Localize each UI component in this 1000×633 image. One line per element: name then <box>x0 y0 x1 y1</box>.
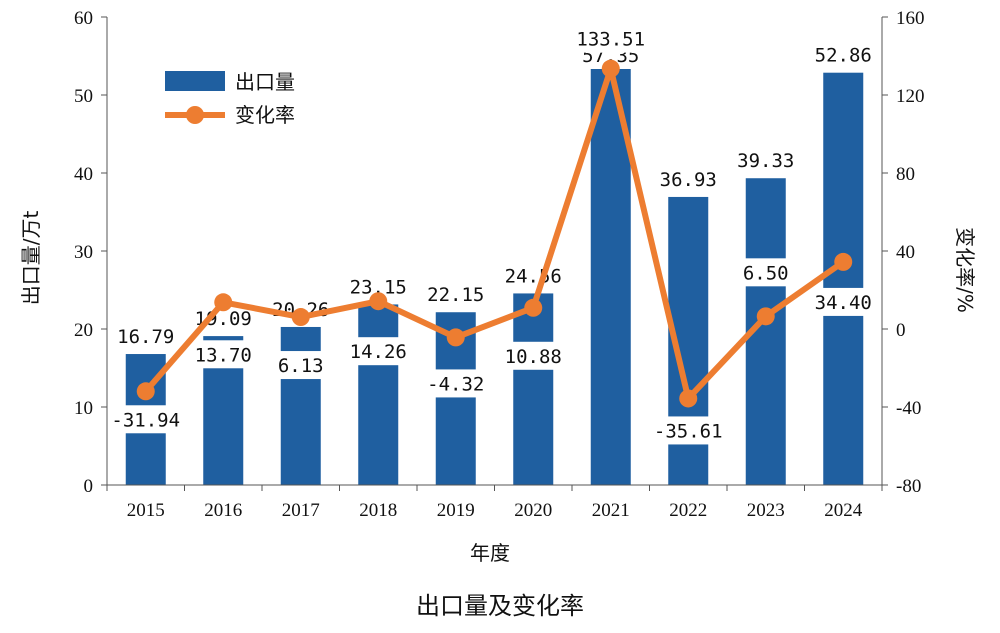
rate-value-label: 6.13 <box>278 355 324 377</box>
bar-value-label: 24.56 <box>505 265 562 287</box>
rate-series-line <box>143 65 845 402</box>
y-right-tick-label: 0 <box>896 320 906 341</box>
rate-value-label: 10.88 <box>505 346 562 368</box>
bar-value-label-bg <box>420 280 491 309</box>
x-tick-label: 2021 <box>592 500 630 521</box>
bar-value-label: 39.33 <box>737 150 794 172</box>
bar-value-label: 52.86 <box>815 45 872 67</box>
rate-value-label-bg <box>808 287 879 316</box>
x-tick-label: 2020 <box>514 500 552 521</box>
y-left-tick-label: 50 <box>74 86 93 107</box>
rate-value-label: 13.70 <box>195 344 252 366</box>
rate-value-label-bg <box>420 369 491 398</box>
bar-2018 <box>358 304 399 485</box>
rate-point-2019 <box>446 328 465 347</box>
rate-point-2020 <box>524 298 543 317</box>
x-axis-title: 年度 <box>470 541 510 565</box>
legend-line-marker <box>186 106 204 124</box>
bar-2024 <box>823 72 864 485</box>
bar-value-label-bg <box>498 261 569 290</box>
y-left-tick-label: 10 <box>74 398 93 419</box>
legend-label-bar: 出口量 <box>235 70 295 94</box>
rate-value-label-bg <box>498 341 569 370</box>
y-axis-left-title: 出口量/万t <box>19 211 43 306</box>
bar-value-label: 23.15 <box>350 276 407 298</box>
rate-point-2015 <box>136 382 155 401</box>
rate-value-label: -4.32 <box>427 373 484 395</box>
y-right-tick-label: -80 <box>896 476 921 497</box>
y-left-tick-label: 60 <box>74 8 93 29</box>
bar-value-label: 16.79 <box>117 326 174 348</box>
rate-point-2024 <box>834 252 853 271</box>
bar-2017 <box>280 326 321 485</box>
x-tick-label: 2015 <box>127 500 165 521</box>
rate-value-label-bg <box>736 258 795 287</box>
x-tick-label: 2017 <box>282 500 320 521</box>
rate-point-2022 <box>679 389 698 408</box>
legend: 出口量 变化率 <box>165 70 295 127</box>
bar-value-label-bg <box>808 40 879 69</box>
labels-layer: 16.7919.0920.2623.1522.1524.5657.3536.93… <box>104 24 879 445</box>
bar-2020 <box>513 293 554 485</box>
rate-value-label: 14.26 <box>350 341 407 363</box>
rate-point-2021 <box>601 59 620 78</box>
x-tick-label: 2022 <box>669 500 707 521</box>
rate-value-label-bg <box>569 24 652 53</box>
y-right-tick-label: 160 <box>896 8 925 29</box>
legend-bar-swatch <box>165 71 225 91</box>
y-left-tick-label: 0 <box>84 476 94 497</box>
line-layer <box>136 59 853 408</box>
rate-value-label: 34.40 <box>815 292 872 314</box>
rate-value-label-bg <box>188 340 259 369</box>
rate-value-label: 6.50 <box>743 262 789 284</box>
rate-value-label: 133.51 <box>576 29 645 51</box>
bar-value-label-bg <box>730 146 801 175</box>
rate-value-label-bg <box>271 351 330 380</box>
bar-value-label: 19.09 <box>195 308 252 330</box>
rate-point-2023 <box>756 307 775 326</box>
rate-point-2016 <box>214 293 233 312</box>
bar-value-label: 36.93 <box>660 169 717 191</box>
rate-value-label-bg <box>647 416 730 445</box>
bar-value-label-bg <box>653 164 724 193</box>
x-tick-label: 2018 <box>359 500 397 521</box>
y-right-tick-label: -40 <box>896 398 921 419</box>
y-left-tick-label: 20 <box>74 320 93 341</box>
axes-layer: 0 10 20 30 40 50 60 -80 -40 0 40 80 120 160 2015 2016 20… <box>74 8 925 521</box>
rate-value-label: -31.94 <box>111 409 180 431</box>
rate-value-label-bg <box>104 405 187 434</box>
y-right-tick-label: 80 <box>896 164 915 185</box>
y-right-tick-label: 120 <box>896 86 925 107</box>
rate-point-2018 <box>369 292 388 311</box>
bar-value-label-bg <box>110 322 181 351</box>
bar-value-label: 22.15 <box>427 284 484 306</box>
x-tick-label: 2024 <box>824 500 863 521</box>
x-tick-label: 2019 <box>437 500 475 521</box>
chart-caption: 出口量及变化率 <box>416 592 584 620</box>
rate-value-label: -35.61 <box>654 420 723 442</box>
legend-label-line: 变化率 <box>235 103 295 127</box>
y-axis-right-title: 变化率/% <box>953 227 977 313</box>
y-left-tick-label: 30 <box>74 242 93 263</box>
rate-value-label-bg <box>343 337 414 366</box>
y-left-tick-label: 40 <box>74 164 93 185</box>
y-right-tick-label: 40 <box>896 242 915 263</box>
x-tick-label: 2016 <box>204 500 242 521</box>
rate-point-2017 <box>291 308 310 327</box>
x-tick-label: 2023 <box>747 500 785 521</box>
